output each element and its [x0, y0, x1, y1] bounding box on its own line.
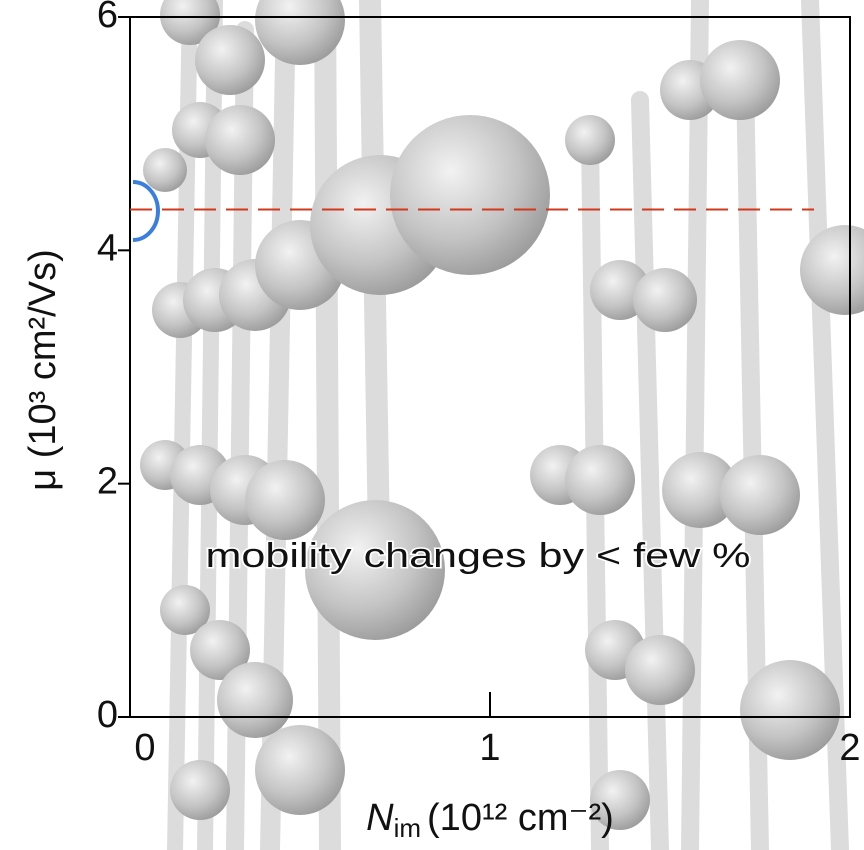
y-tick-label: 2	[97, 461, 118, 503]
background-structure	[140, 0, 864, 850]
x-axis-label: Nim (10¹² cm⁻²)	[366, 797, 614, 843]
y-tick-label: 6	[97, 0, 118, 36]
x-label-symbol: N	[366, 797, 394, 839]
annotation: mobility changes by < few %	[206, 537, 751, 575]
x-tick-label: 2	[839, 727, 860, 769]
y-axis-label: μ (10³ cm²/Vs)	[22, 249, 64, 490]
x-label-unit: (10¹² cm⁻²)	[427, 797, 614, 839]
range-bracket	[132, 180, 160, 242]
x-tick-label: 0	[134, 727, 155, 769]
y-tick-label: 4	[97, 227, 118, 269]
x-tick-label: 1	[479, 727, 500, 769]
y-tick-label: 0	[97, 694, 118, 736]
x-label-subscript: im	[394, 813, 421, 843]
